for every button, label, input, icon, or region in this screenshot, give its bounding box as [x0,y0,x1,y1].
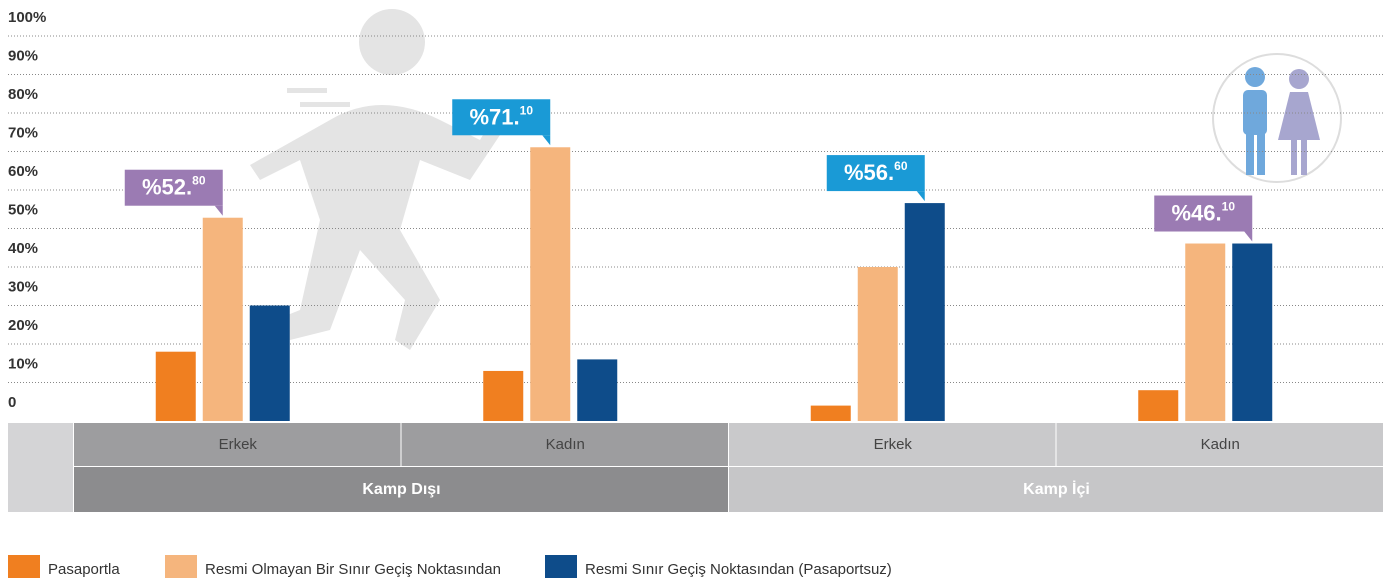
decoration [250,9,510,350]
y-tick-label: 70% [8,124,38,141]
category-cell [74,423,401,466]
bar [810,405,851,421]
group-cell [74,467,728,512]
y-tick-label: 20% [8,317,38,334]
bar [577,359,618,421]
y-tick-label: 90% [8,47,38,64]
legend-swatch [8,555,40,578]
x-tick-label: Kadın [546,436,585,453]
legend-label: Resmi Olmayan Bir Sınır Geçiş Noktasında… [205,561,501,578]
bar [483,370,524,421]
category-cell [1056,423,1383,466]
legend-swatch [165,555,197,578]
x-tick-label: Erkek [219,436,258,453]
legend-swatch [545,555,577,578]
header-corner [8,423,73,512]
bar [155,351,196,421]
bar [202,217,243,421]
people-icon [1212,53,1342,183]
bar [904,203,945,421]
value-label-pointer [542,135,551,146]
value-label: %71.10 [469,103,533,129]
value-label-box [124,169,223,206]
value-label-pointer [214,205,223,216]
y-tick-label: 30% [8,278,38,295]
group-label: Kamp İçi [1023,480,1090,498]
value-label: %56.60 [844,159,908,185]
category-cell [729,423,1056,466]
value-label-box [1154,195,1253,232]
value-label-box [452,99,551,136]
legend-label: Resmi Sınır Geçiş Noktasından (Pasaports… [585,561,892,578]
y-tick-label: 10% [8,355,38,372]
x-tick-label: Kadın [1201,436,1240,453]
y-tick-label: 60% [8,163,38,180]
y-tick-label: 40% [8,240,38,257]
bar [249,305,290,421]
value-label: %46.10 [1171,200,1235,226]
value-label-pointer [916,191,925,202]
legend-label: Pasaportla [48,561,120,578]
bar [530,147,571,421]
value-label-pointer [1244,231,1253,242]
y-tick-label: 80% [8,86,38,103]
bar [1232,243,1273,421]
x-tick-label: Erkek [874,436,913,453]
y-tick-label: 50% [8,201,38,218]
y-tick-label: 100% [8,9,46,26]
bar [1138,390,1179,421]
bar [1185,243,1226,421]
value-label-box [826,155,925,192]
bar [857,267,898,421]
category-cell [401,423,728,466]
group-cell [729,467,1383,512]
y-tick-label: 0 [8,394,16,411]
value-label: %52.80 [142,174,206,200]
group-label: Kamp Dışı [362,481,440,498]
